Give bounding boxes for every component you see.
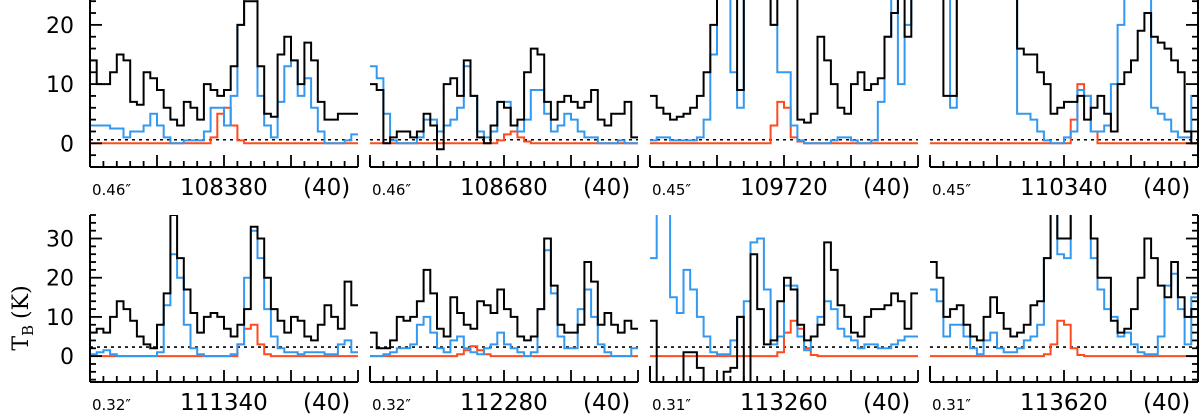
bandwidth-label: (40) [303,175,350,201]
frequency-label: 110340 [1020,175,1108,201]
blue-spectrum [90,0,358,145]
y-tick-label: 0 [60,132,74,157]
panel-113260: 0.31″ 113260 (40) [649,215,919,416]
blue-spectrum [650,215,918,356]
beam-size-label: 0.31″ [652,396,691,414]
spectra [90,0,358,145]
spectra [370,237,638,358]
beam-size-label: 0.46″ [92,181,131,199]
red-spectrum [370,345,638,358]
blue-spectrum [90,229,358,358]
bandwidth-label: (40) [1143,175,1190,201]
beam-size-label: 0.31″ [932,396,971,414]
black-spectrum [942,0,1198,145]
bandwidth-label: (40) [863,390,910,416]
frequency-label: 109720 [740,175,828,201]
y-axis-label-subscript: B [19,325,37,336]
black-spectrum [930,215,1198,342]
black-spectrum [650,0,913,124]
frequency-label: 112280 [460,390,548,416]
beam-size-label: 0.45″ [932,181,971,199]
black-spectrum [90,215,358,350]
beam-size-label: 0.32″ [372,396,411,414]
panel-110340: 0.45″ 110340 (40) [929,0,1199,201]
blue-spectrum [949,0,1198,145]
y-tick-label: 30 [46,228,74,253]
y-axis-label: TB (K) [9,285,37,350]
y-tick-label: 20 [46,267,74,292]
frequency-label: 108680 [460,175,548,201]
svg-text:TB(K): TB (K) [9,285,37,350]
spectra [930,215,1198,358]
y-axis-label-symbol: T [9,336,34,351]
spectra [650,215,918,382]
bandwidth-label: (40) [863,175,910,201]
spectra [650,0,918,145]
panel-112280: 0.32″ 112280 (40) [369,237,639,416]
black-spectrum [370,47,638,151]
frequency-label: 111340 [180,390,268,416]
bandwidth-label: (40) [1143,390,1190,416]
blue-spectrum [370,249,638,358]
y-axis-label-unit: (K) [9,285,34,319]
frequency-label: 113260 [740,390,828,416]
y-tick-label: 20 [46,14,74,39]
blue-spectrum [930,215,1198,356]
y-tick-label: 10 [46,73,74,98]
bandwidth-label: (40) [303,390,350,416]
panel-108680: 0.46″ 108680 (40) [369,47,639,201]
panel-111340: 0 10 20 30 0.32″ 111340 (40) [46,214,359,416]
frequency-label: 108380 [180,175,268,201]
beam-size-label: 0.32″ [92,396,131,414]
red-spectrum [930,319,1198,358]
spectra [370,47,638,151]
red-spectrum [930,83,1198,145]
beam-size-label: 0.45″ [652,181,691,199]
panel-109720: 0.45″ 109720 (40) [649,0,919,201]
red-spectrum [370,130,638,145]
black-spectrum [650,241,918,382]
spectra [930,0,1198,145]
black-spectrum [90,0,358,127]
black-spectrum [370,237,638,350]
frequency-label: 113620 [1020,390,1108,416]
panel-113620: 0.31″ 113620 (40) [929,214,1199,416]
y-tick-label: 0 [60,345,74,370]
bandwidth-label: (40) [583,175,630,201]
beam-size-label: 0.46″ [372,181,411,199]
panel-108380: 0 10 20 0.46″ 108380 (40) [46,0,359,201]
blue-spectrum [650,0,913,145]
y-tick-label: 10 [46,306,74,331]
bandwidth-label: (40) [583,390,630,416]
spectra [90,215,358,358]
red-spectrum [650,319,918,358]
